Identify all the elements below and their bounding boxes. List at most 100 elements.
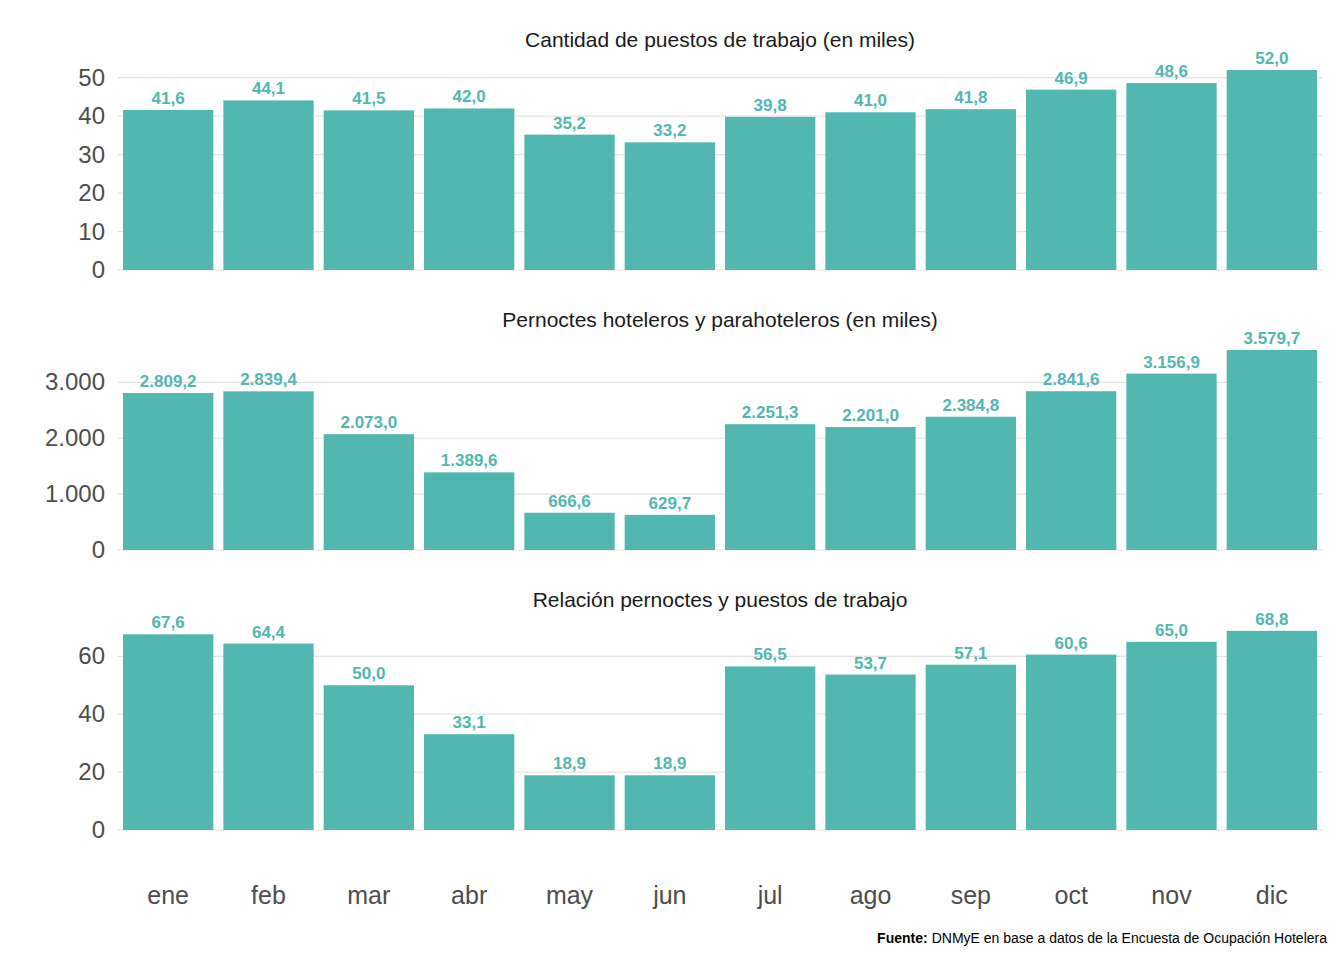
data-label: 64,4: [252, 623, 286, 642]
bar: [825, 675, 915, 830]
data-label: 666,6: [548, 492, 591, 511]
title: Cantidad de puestos de trabajo (en miles…: [525, 28, 915, 51]
data-label: 68,8: [1255, 610, 1288, 629]
y-tick-label: 30: [78, 141, 105, 168]
bar: [725, 117, 815, 270]
bar: [1227, 70, 1317, 270]
data-label: 41,8: [954, 88, 987, 107]
data-label: 2.841,6: [1043, 370, 1100, 389]
bar: [324, 434, 414, 550]
data-label: 56,5: [754, 645, 787, 664]
data-label: 33,1: [453, 713, 486, 732]
chart: Cantidad de puestos de trabajo (en miles…: [0, 0, 1344, 960]
x-tick-label: oct: [1054, 881, 1087, 909]
bars: [123, 350, 1317, 550]
y-tick-label: 0: [92, 536, 105, 563]
bar: [926, 417, 1016, 550]
data-label: 2.073,0: [340, 413, 397, 432]
y-tick-label: 50: [78, 64, 105, 91]
bar: [424, 472, 514, 550]
x-tick-label: dic: [1256, 881, 1288, 909]
x-tick-label: jun: [652, 881, 686, 909]
x-tick-label: may: [546, 881, 594, 909]
source: Fuente:DNMyE en base a datos de la Encue…: [877, 930, 1327, 946]
data-label: 2.809,2: [140, 372, 197, 391]
bar: [123, 110, 213, 270]
bar: [524, 513, 614, 550]
title: Relación pernoctes y puestos de trabajo: [533, 588, 908, 611]
bar: [1227, 350, 1317, 550]
x-tick-label: jul: [757, 881, 783, 909]
data-label: 46,9: [1055, 69, 1088, 88]
data-label: 41,5: [352, 89, 385, 108]
bar: [926, 665, 1016, 830]
bar: [123, 393, 213, 550]
bar: [223, 100, 313, 270]
bar: [524, 135, 614, 270]
y-tick-label: 0: [92, 816, 105, 843]
grid-line: [118, 77, 1322, 78]
bar: [223, 644, 313, 830]
y-tick-label: 20: [78, 758, 105, 785]
data-label: 18,9: [653, 754, 686, 773]
bar: [1126, 83, 1216, 270]
bars: [123, 70, 1317, 270]
y-tick-label: 10: [78, 218, 105, 245]
x-tick-label: mar: [347, 881, 390, 909]
panel: Relación pernoctes y puestos de trabajo 0…: [78, 588, 1322, 909]
bar: [625, 515, 715, 550]
bar: [123, 634, 213, 830]
data-label: 65,0: [1155, 621, 1188, 640]
data-label: 1.389,6: [441, 451, 498, 470]
bar: [725, 666, 815, 830]
data-label: 41,0: [854, 91, 887, 110]
bar: [524, 775, 614, 830]
source-text: DNMyE en base a datos de la Encuesta de …: [932, 930, 1328, 946]
title: Pernoctes hoteleros y parahoteleros (en …: [502, 308, 937, 331]
data-label: 3.579,7: [1243, 329, 1300, 348]
x-tick-label: ago: [850, 881, 892, 909]
bar: [1026, 655, 1116, 830]
data-label: 2.251,3: [742, 403, 799, 422]
data-label: 2.384,8: [942, 396, 999, 415]
data-label: 2.839,4: [240, 370, 297, 389]
data-label: 67,6: [152, 613, 185, 632]
x-tick-label: ene: [147, 881, 189, 909]
data-label: 35,2: [553, 114, 586, 133]
x-tick-label: feb: [251, 881, 286, 909]
data-label: 50,0: [352, 664, 385, 683]
bar: [625, 775, 715, 830]
bar: [424, 108, 514, 270]
bar: [625, 142, 715, 270]
panel: Pernoctes hoteleros y parahoteleros (en …: [45, 308, 1322, 563]
x-tick-label: sep: [951, 881, 991, 909]
source-label: Fuente:: [877, 930, 928, 946]
data-label: 3.156,9: [1143, 353, 1200, 372]
data-label: 53,7: [854, 654, 887, 673]
data-label: 52,0: [1255, 49, 1288, 68]
y-tick-label: 0: [92, 256, 105, 283]
data-label: 60,6: [1055, 634, 1088, 653]
background: [0, 0, 1344, 960]
data-label: 44,1: [252, 79, 285, 98]
y-tick-label: 40: [78, 102, 105, 129]
data-label: 2.201,0: [842, 406, 899, 425]
bars: [123, 631, 1317, 830]
data-label: 57,1: [954, 644, 987, 663]
y-tick-label: 3.000: [45, 368, 105, 395]
bar: [324, 110, 414, 270]
data-label: 41,6: [152, 89, 185, 108]
bar: [926, 109, 1016, 270]
bar: [1026, 391, 1116, 550]
bar: [725, 424, 815, 550]
bar: [1227, 631, 1317, 830]
x-tick-label: abr: [451, 881, 487, 909]
y-tick-label: 20: [78, 179, 105, 206]
data-label: 629,7: [649, 494, 692, 513]
bar: [1126, 374, 1216, 550]
bar: [825, 427, 915, 550]
y-tick-label: 2.000: [45, 424, 105, 451]
bar: [1126, 642, 1216, 830]
bar: [825, 112, 915, 270]
bar: [223, 391, 313, 550]
